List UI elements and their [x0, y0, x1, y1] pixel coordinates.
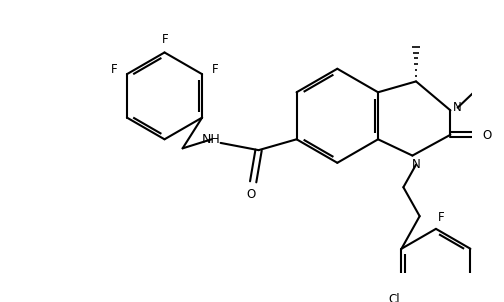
- Text: F: F: [111, 63, 117, 76]
- Text: O: O: [482, 129, 491, 142]
- Text: N: N: [453, 101, 462, 114]
- Text: N: N: [412, 158, 420, 171]
- Text: O: O: [247, 188, 256, 201]
- Text: F: F: [438, 211, 445, 224]
- Text: F: F: [162, 33, 169, 46]
- Text: Cl: Cl: [389, 293, 400, 302]
- Text: F: F: [212, 63, 218, 76]
- Text: NH: NH: [202, 133, 221, 146]
